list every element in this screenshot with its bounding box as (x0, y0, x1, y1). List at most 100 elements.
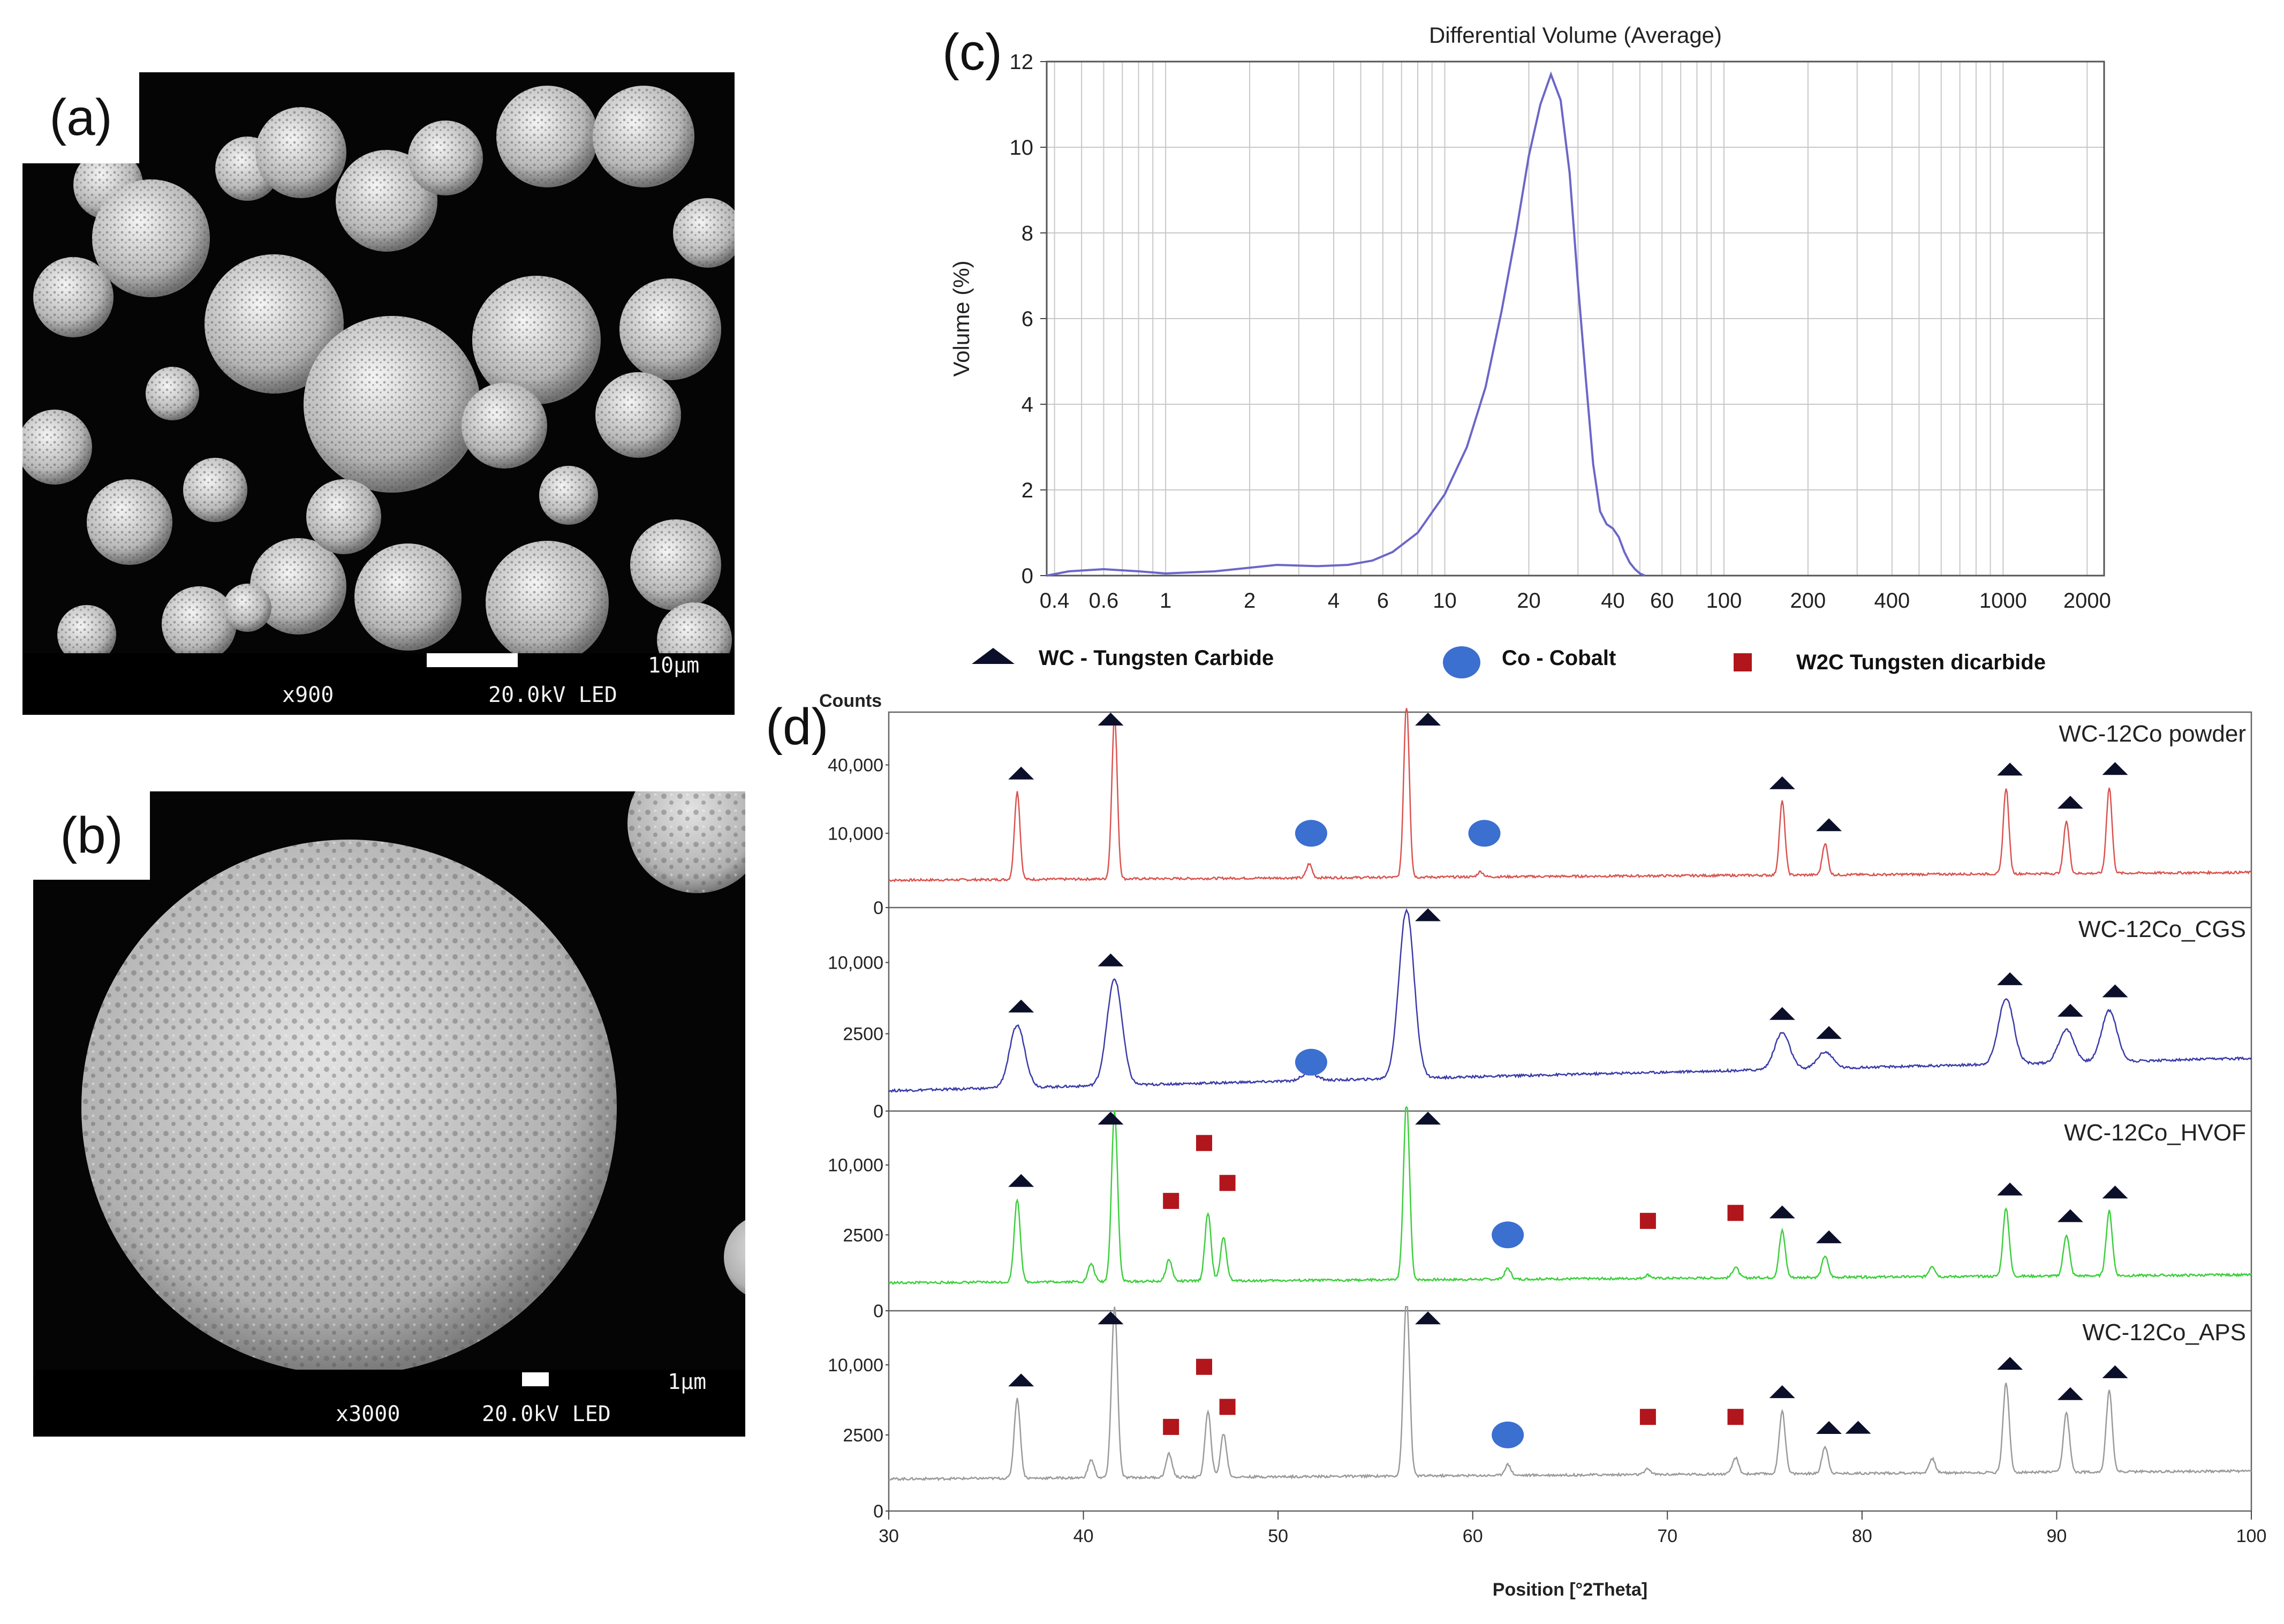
wc-peak-marker (1769, 1385, 1795, 1399)
wc-peak-marker (1098, 1112, 1124, 1125)
y-tick-label: 6 (1022, 307, 1033, 331)
panel-label-d: (d) (766, 698, 828, 756)
y-tick-label: 2 (1022, 479, 1033, 502)
x-tick-label: 4 (1328, 589, 1340, 613)
x-tick-label: 40 (1601, 589, 1625, 613)
chart-c-title: Differential Volume (Average) (1429, 22, 1722, 48)
wc-peak-marker (2057, 796, 2083, 809)
w2c-peak-marker (1219, 1175, 1236, 1191)
sem-a-scale-bar (427, 653, 518, 667)
xrd-pattern-line (888, 908, 2252, 1093)
y-tick-label: 0 (1022, 564, 1033, 588)
panel-label-a: (a) (22, 72, 139, 163)
sem-b-info-bar: 1µm x3000 20.0kV LED (33, 1370, 745, 1437)
y-tick-label: 40,000 (828, 756, 883, 776)
w2c-peak-marker (1196, 1135, 1212, 1151)
sem-b-voltage: 20.0kV LED (482, 1402, 611, 1426)
x-tick-label: 60 (1463, 1526, 1483, 1546)
y-tick-label: 10 (1010, 136, 1034, 160)
xrd-chart: WC - Tungsten Carbide Co - Cobalt W2C Tung… (766, 646, 2267, 1600)
wc-peak-marker (1415, 1112, 1441, 1125)
w2c-peak-marker (1727, 1409, 1744, 1425)
wc-peak-marker (1008, 766, 1034, 780)
series-label: WC-12Co_APS (2082, 1319, 2246, 1346)
xrd-pattern-line (888, 1106, 2252, 1285)
co-peak-marker (1295, 820, 1327, 847)
chart-d-ylabel: Counts (819, 691, 882, 711)
x-tick-label: 30 (879, 1526, 899, 1546)
wc-peak-marker (1997, 1182, 2023, 1196)
series-label: WC-12Co powder (2059, 721, 2246, 747)
wc-peak-marker (1769, 776, 1795, 789)
w2c-peak-marker (1219, 1399, 1236, 1415)
wc-peak-marker (1997, 972, 2023, 985)
particle-size-chart: Differential Volume (Average)0246810120.… (942, 22, 2111, 613)
wc-peak-marker (2057, 1209, 2083, 1222)
wc-peak-marker (2057, 1387, 2083, 1400)
x-tick-label: 10 (1433, 589, 1457, 613)
y-tick-label: 10,000 (828, 1155, 883, 1176)
size-distribution-curve (1046, 71, 1645, 577)
x-tick-label: 400 (1874, 589, 1910, 613)
panel-label-c: (c) (942, 24, 1002, 81)
wc-peak-marker (2102, 1365, 2128, 1378)
w2c-peak-marker (1196, 1358, 1212, 1375)
wc-peak-marker (1098, 953, 1124, 966)
w2c-peak-marker (1639, 1213, 1656, 1229)
sem-a-info-bar: 10µm x900 20.0kV LED (22, 653, 735, 715)
y-tick-label: 0 (873, 1501, 883, 1522)
w2c-peak-marker (1163, 1418, 1179, 1435)
sem-b-scale-label: 1µm (668, 1370, 707, 1394)
wc-peak-marker (1415, 908, 1441, 921)
y-tick-label: 2500 (843, 1024, 883, 1045)
sem-a-voltage: 20.0kV LED (488, 683, 617, 707)
x-tick-label: 0.6 (1089, 589, 1119, 613)
x-tick-label: 200 (1790, 589, 1826, 613)
x-tick-label: 80 (1852, 1526, 1872, 1546)
legend-wc-label: WC - Tungsten Carbide (1039, 646, 1274, 670)
y-tick-label: 2500 (843, 1425, 883, 1446)
wc-peak-marker (1008, 1373, 1034, 1387)
wc-peak-marker (1816, 1421, 1842, 1434)
y-tick-label: 8 (1022, 222, 1033, 245)
panel-label-b: (b) (33, 791, 150, 880)
x-tick-label: 2000 (2063, 589, 2111, 613)
wc-peak-marker (1769, 1205, 1795, 1219)
x-tick-label: 50 (1268, 1526, 1288, 1546)
wc-peak-marker (1769, 1007, 1795, 1020)
sem-b-magnification: x3000 (336, 1402, 400, 1426)
chart-c-ylabel: Volume (%) (949, 260, 974, 376)
co-peak-marker (1295, 1048, 1327, 1076)
sem-a-scale-label: 10µm (648, 653, 700, 678)
wc-peak-marker (1008, 1174, 1034, 1187)
series-label: WC-12Co_CGS (2078, 916, 2246, 942)
sem-image-a: 10µm x900 20.0kV LED (a) (22, 72, 735, 715)
wc-peak-marker (1098, 712, 1124, 726)
x-tick-label: 40 (1073, 1526, 1094, 1546)
y-tick-label: 10,000 (828, 1355, 883, 1376)
y-tick-label: 4 (1022, 393, 1033, 417)
sem-a-magnification: x900 (282, 683, 334, 707)
series-label: WC-12Co_HVOF (2064, 1120, 2246, 1146)
x-tick-label: 0.4 (1040, 589, 1070, 613)
wc-peak-marker (1997, 762, 2023, 776)
co-peak-marker (1492, 1221, 1524, 1249)
wc-peak-marker (1098, 1311, 1124, 1325)
legend-w2c-marker (1734, 653, 1752, 671)
w2c-peak-marker (1639, 1409, 1656, 1425)
chart-d-xlabel: Position [°2Theta] (1493, 1580, 1647, 1600)
x-tick-label: 90 (2047, 1526, 2067, 1546)
y-tick-label: 2500 (843, 1225, 883, 1245)
sem-b-particle (81, 791, 745, 1370)
x-tick-label: 1000 (1979, 589, 2027, 613)
wc-peak-marker (1816, 1026, 1842, 1039)
co-peak-marker (1468, 820, 1501, 847)
y-tick-label: 10,000 (828, 953, 883, 973)
wc-peak-marker (1845, 1421, 1871, 1434)
x-tick-label: 2 (1244, 589, 1256, 613)
wc-peak-marker (2102, 984, 2128, 998)
wc-peak-marker (1997, 1357, 2023, 1370)
legend-co-label: Co - Cobalt (1502, 646, 1616, 670)
wc-peak-marker (1816, 818, 1842, 832)
x-tick-label: 100 (2236, 1526, 2267, 1546)
